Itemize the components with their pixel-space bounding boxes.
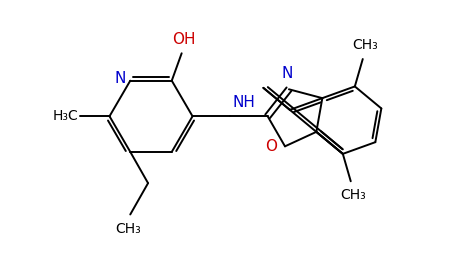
Text: NH: NH bbox=[232, 95, 255, 110]
Text: N: N bbox=[281, 67, 292, 81]
Text: CH₃: CH₃ bbox=[340, 188, 365, 202]
Text: H₃C: H₃C bbox=[52, 109, 78, 123]
Text: CH₃: CH₃ bbox=[115, 222, 141, 236]
Text: CH₃: CH₃ bbox=[352, 38, 378, 52]
Text: N: N bbox=[115, 71, 126, 86]
Text: OH: OH bbox=[172, 33, 195, 47]
Text: O: O bbox=[265, 139, 277, 154]
